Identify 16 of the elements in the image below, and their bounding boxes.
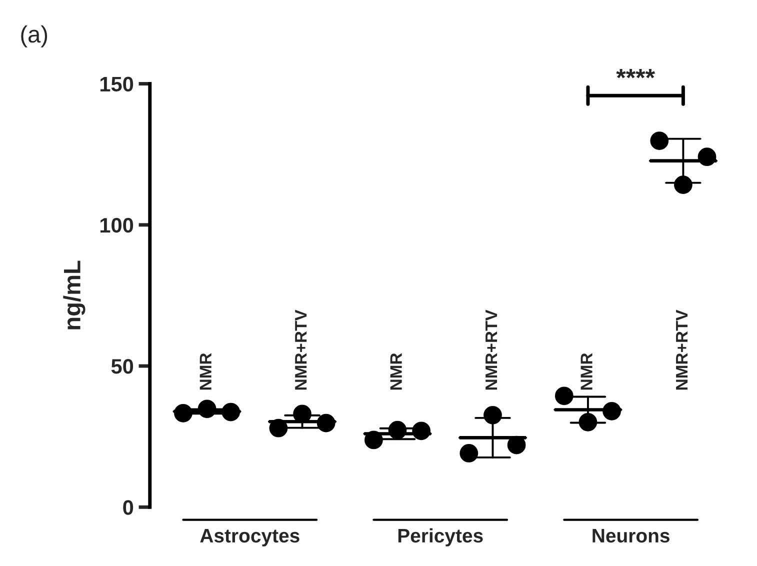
y-tick-label: 150	[100, 76, 134, 92]
y-axis-title: ng/mL	[63, 260, 86, 330]
chart-title: (a)	[21, 25, 48, 48]
x-tick-label: NMR	[580, 353, 592, 390]
y-tick-label: 50	[111, 359, 134, 374]
text: Astrocytes	[200, 529, 300, 546]
text: Pericytes	[398, 528, 483, 546]
x-tick-label: NMR+RTV	[295, 310, 307, 390]
x-tick-label: NMR+RTV	[676, 310, 688, 390]
x-tick-label: NMR	[200, 353, 212, 390]
x-tick-label: NMR+RTV	[486, 310, 498, 390]
text: Neurons	[592, 529, 670, 543]
y-tick-label: 100	[100, 218, 134, 233]
y-tick-label: 0	[123, 500, 134, 515]
x-tick-label: NMR	[390, 353, 402, 390]
text: ****	[616, 69, 656, 78]
